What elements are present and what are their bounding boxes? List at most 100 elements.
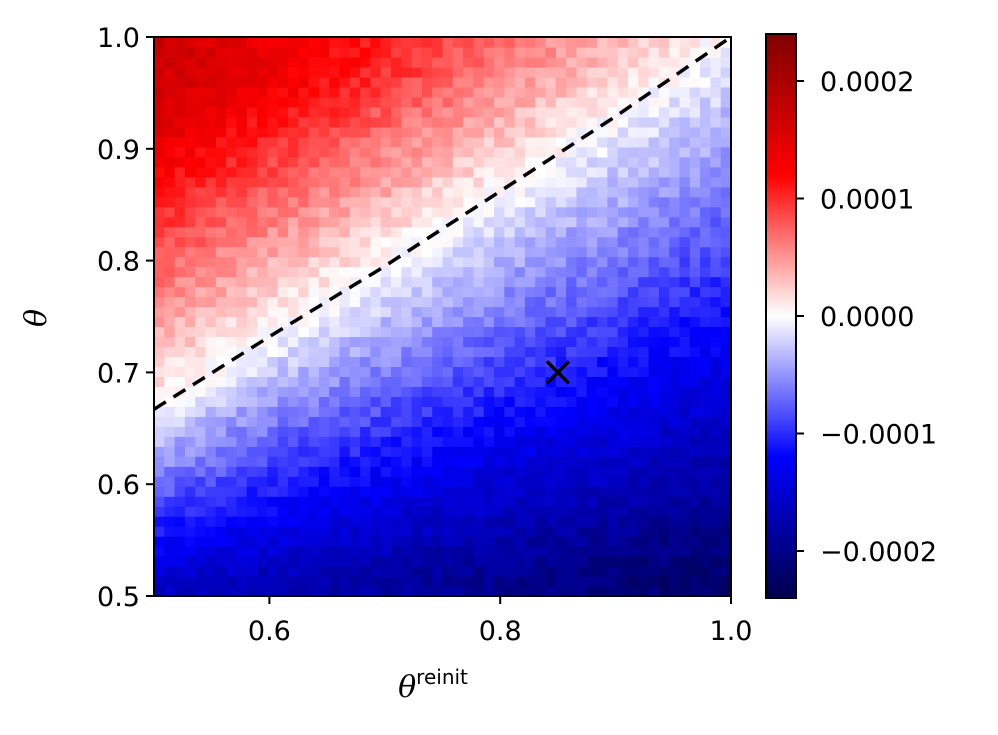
- heatmap-cell: [195, 76, 207, 88]
- heatmap-cell: [411, 586, 423, 597]
- heatmap-cell: [504, 66, 516, 78]
- heatmap-cell: [329, 146, 341, 158]
- heatmap-cell: [679, 56, 691, 68]
- heatmap-cell: [360, 416, 371, 427]
- heatmap-cell: [226, 386, 238, 397]
- heatmap-cell: [339, 266, 351, 278]
- heatmap-cell: [586, 136, 598, 148]
- heatmap-cell: [339, 126, 351, 138]
- heatmap-cell: [535, 196, 547, 208]
- heatmap-cell: [586, 426, 598, 437]
- heatmap-cell: [442, 416, 454, 427]
- heatmap-cell: [401, 576, 413, 587]
- heatmap-cell: [205, 86, 217, 98]
- heatmap-cell: [473, 196, 485, 208]
- heatmap-cell: [257, 346, 268, 358]
- heatmap-cell: [308, 506, 320, 517]
- heatmap-cell: [679, 166, 691, 178]
- heatmap-cell: [339, 526, 351, 537]
- y-tick-label: 0.8: [97, 247, 140, 278]
- heatmap-cell: [566, 566, 578, 577]
- heatmap-cell: [287, 216, 299, 228]
- heatmap-cell: [390, 556, 402, 567]
- heatmap-cell: [390, 276, 402, 288]
- heatmap-cell: [545, 476, 557, 487]
- heatmap-cell: [658, 256, 670, 268]
- heatmap-cell: [349, 576, 361, 587]
- heatmap-cell: [463, 106, 475, 118]
- heatmap-cell: [421, 486, 433, 497]
- heatmap-cell: [298, 426, 310, 437]
- heatmap-cell: [545, 346, 557, 358]
- heatmap-cell: [617, 246, 629, 258]
- heatmap-cell: [246, 546, 258, 557]
- heatmap-cell: [421, 456, 433, 467]
- heatmap-cell: [452, 476, 464, 487]
- heatmap-cell: [205, 506, 217, 517]
- heatmap-cell: [298, 66, 310, 78]
- heatmap-cell: [535, 386, 547, 397]
- heatmap-cell: [617, 556, 629, 567]
- heatmap-cell: [287, 476, 299, 487]
- heatmap-cell: [648, 37, 660, 48]
- heatmap-cell: [710, 166, 722, 178]
- heatmap-cell: [452, 256, 464, 268]
- heatmap-cell: [215, 586, 227, 597]
- heatmap-cell: [504, 216, 516, 228]
- heatmap-cell: [566, 386, 578, 397]
- heatmap-cell: [473, 396, 485, 407]
- heatmap-cell: [184, 576, 196, 587]
- heatmap-cell: [555, 206, 567, 218]
- heatmap-cell: [545, 126, 557, 138]
- heatmap-cell: [545, 37, 557, 48]
- heatmap-cell: [689, 236, 701, 248]
- heatmap-cell: [246, 246, 258, 258]
- heatmap-cell: [318, 326, 330, 338]
- heatmap-cell: [184, 256, 196, 268]
- heatmap-cell: [154, 336, 165, 348]
- heatmap-cell: [236, 86, 248, 98]
- heatmap-cell: [442, 526, 454, 537]
- heatmap-cell: [370, 536, 382, 547]
- heatmap-cell: [236, 516, 248, 527]
- heatmap-cell: [504, 126, 516, 138]
- heatmap-cell: [689, 366, 701, 377]
- heatmap-cell: [504, 436, 516, 447]
- y-axis-label: θ: [19, 309, 54, 327]
- heatmap-cell: [318, 376, 330, 387]
- heatmap-cell: [432, 546, 444, 557]
- heatmap-cell: [184, 536, 196, 547]
- heatmap-cell: [349, 37, 361, 48]
- heatmap-cell: [246, 37, 258, 48]
- heatmap-cell: [267, 426, 279, 437]
- heatmap-cell: [648, 306, 660, 318]
- heatmap-cell: [215, 316, 227, 328]
- heatmap-cell: [298, 266, 310, 278]
- heatmap-cell: [380, 246, 392, 258]
- heatmap-cell: [648, 416, 660, 427]
- heatmap-cell: [432, 46, 444, 58]
- heatmap-cell: [164, 37, 176, 48]
- heatmap-cell: [411, 366, 423, 377]
- heatmap-cell: [215, 96, 227, 108]
- heatmap-cell: [226, 476, 238, 487]
- heatmap-cell: [257, 396, 268, 407]
- heatmap-cell: [689, 76, 701, 88]
- heatmap-cell: [535, 396, 547, 407]
- heatmap-cell: [298, 556, 310, 567]
- heatmap-cell: [545, 396, 557, 407]
- heatmap-cell: [246, 236, 258, 248]
- heatmap-cell: [329, 226, 341, 238]
- heatmap-cell: [720, 486, 732, 497]
- heatmap-cell: [463, 166, 475, 178]
- heatmap-cell: [494, 306, 505, 318]
- heatmap-cell: [669, 336, 681, 348]
- heatmap-cell: [329, 376, 341, 387]
- heatmap-cell: [555, 126, 567, 138]
- heatmap-cell: [380, 186, 392, 198]
- heatmap-cell: [308, 216, 320, 228]
- heatmap-cell: [380, 126, 392, 138]
- heatmap-cell: [689, 436, 701, 447]
- heatmap-cell: [360, 106, 371, 118]
- heatmap-cell: [524, 296, 536, 308]
